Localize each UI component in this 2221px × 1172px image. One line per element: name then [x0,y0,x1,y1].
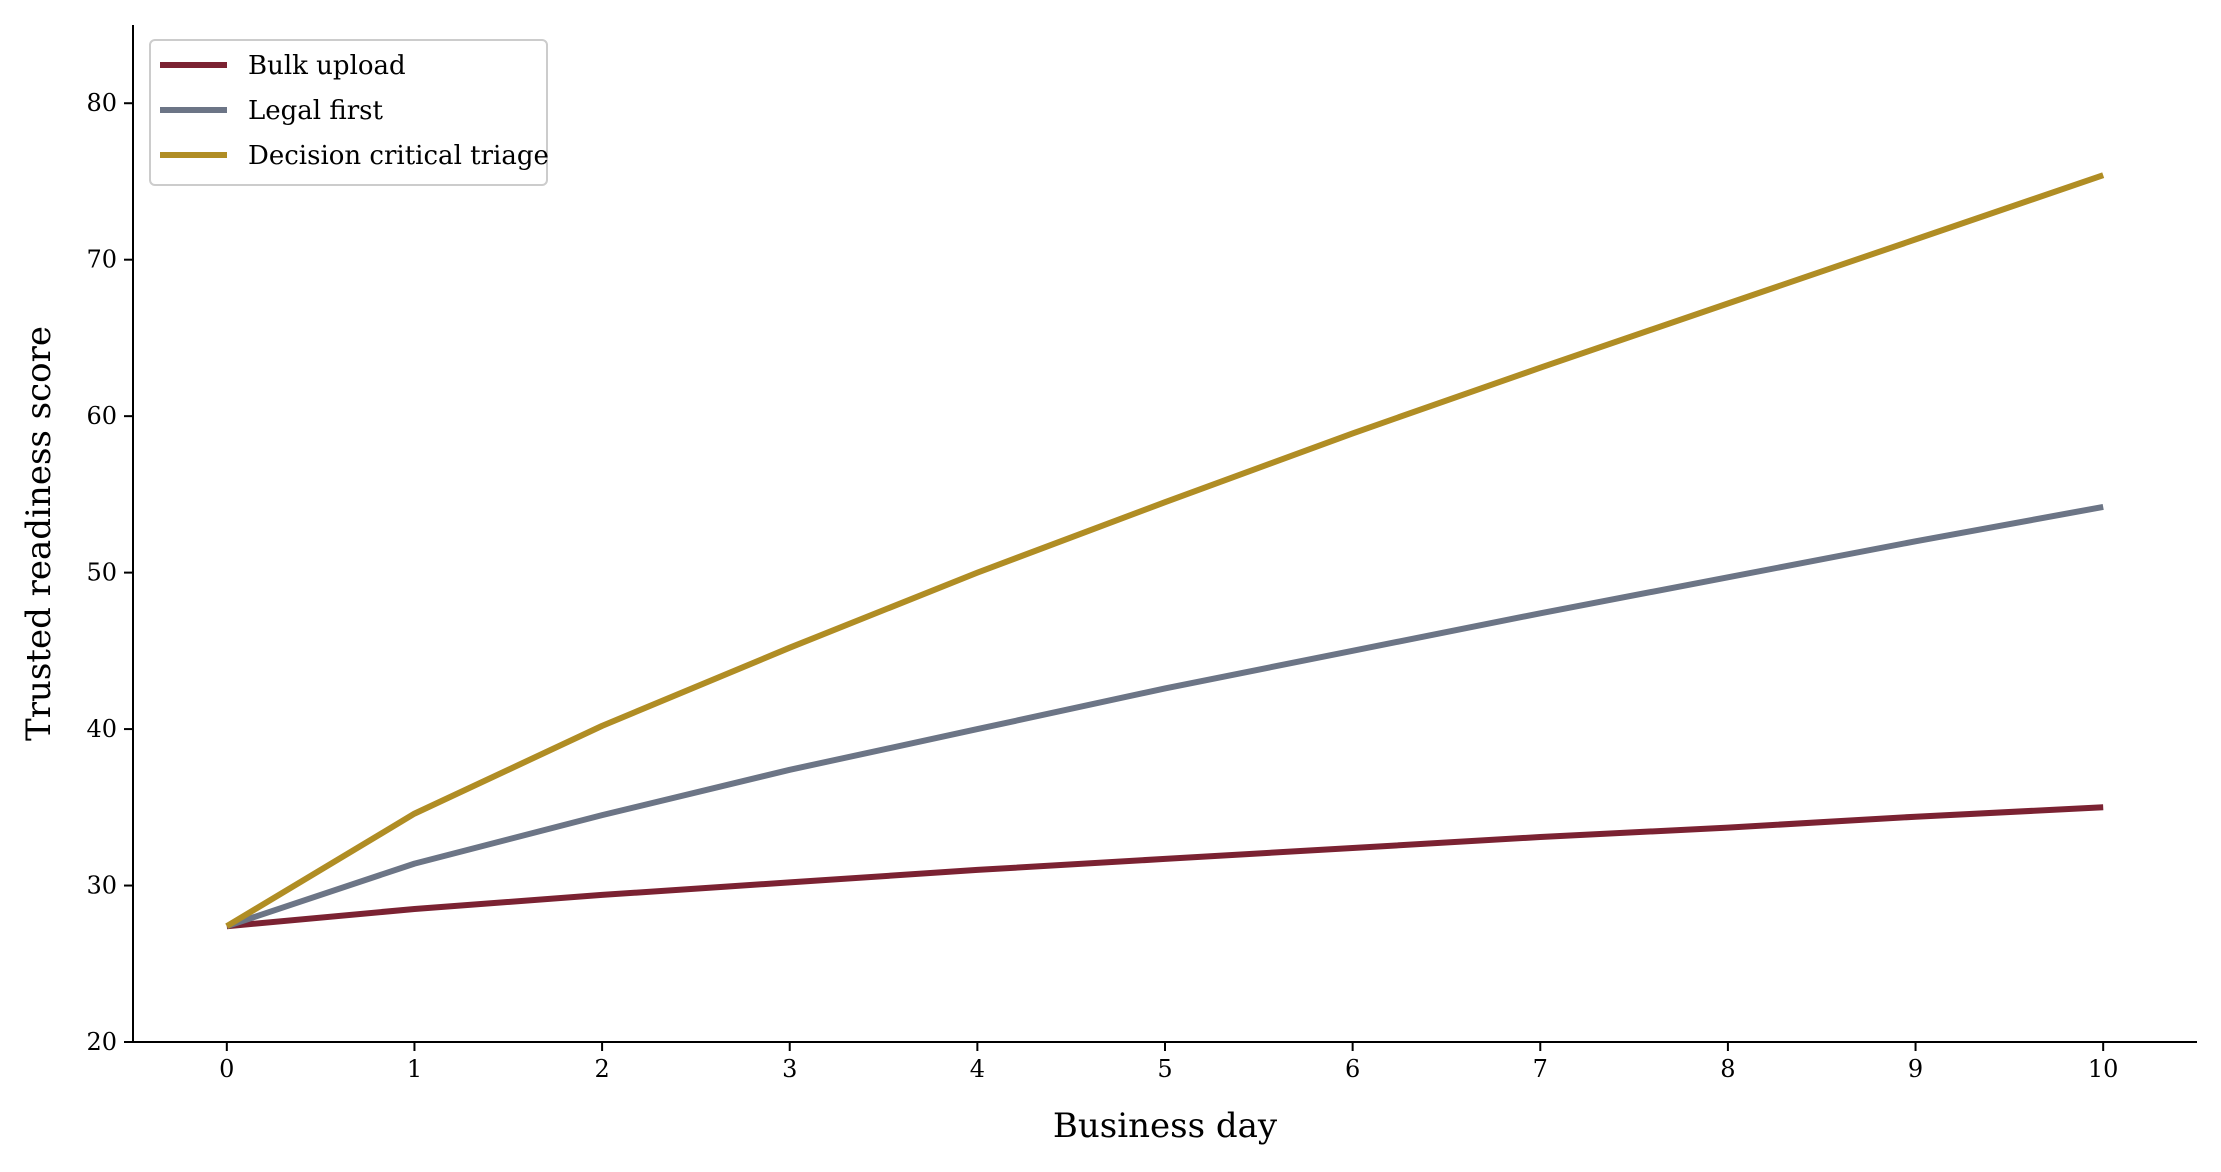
legend: Bulk upload Legal first Decision critical … [149,39,549,186]
x-tick-label: 1 [407,1055,422,1083]
legend-box [149,39,548,186]
plot-area: 0 1 2 3 4 5 6 7 8 9 10 20 30 40 50 60 70 80 [86,25,2197,1083]
legend-items: Bulk upload Legal first Decision critical … [160,51,549,171]
series-lines [225,172,2105,930]
x-tick-label: 5 [1157,1055,1172,1083]
x-axis-title: Business day [1053,1106,1278,1146]
y-tick-label: 50 [86,559,117,587]
y-tick-label: 20 [86,1028,117,1056]
y-tick-label: 40 [86,715,117,743]
x-tick-label: 10 [2088,1055,2119,1083]
y-tick-label: 60 [86,402,117,430]
x-axis-ticks: 0 1 2 3 4 5 6 7 8 9 10 [219,1042,2118,1083]
series-line-3 [225,172,2105,929]
x-tick-label: 9 [1908,1055,1923,1083]
x-tick-label: 2 [594,1055,609,1083]
y-tick-label: 70 [86,246,117,274]
x-tick-label: 4 [970,1055,985,1083]
x-tick-label: 6 [1345,1055,1360,1083]
x-tick-label: 0 [219,1055,234,1083]
legend-label-2: Legal first [248,96,383,126]
y-axis-ticks: 20 30 40 50 60 70 80 [86,89,133,1056]
legend-label-1: Bulk upload [248,51,406,81]
y-tick-label: 30 [86,872,117,900]
legend-label-3: Decision critical triage [248,141,549,171]
series-line-2 [225,503,2104,930]
x-tick-label: 7 [1533,1055,1548,1083]
series-line-1 [226,804,2104,930]
y-tick-label: 80 [86,89,117,117]
x-tick-label: 8 [1720,1055,1735,1083]
y-axis-title: Trusted readiness score [19,326,59,741]
x-tick-label: 3 [782,1055,797,1083]
